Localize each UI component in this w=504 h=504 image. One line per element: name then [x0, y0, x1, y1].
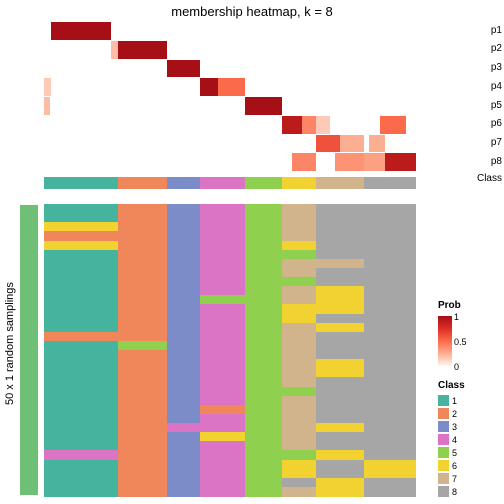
- sidebar-bars: [20, 205, 38, 495]
- row-label: p1: [491, 25, 502, 36]
- legend-item: 4: [438, 433, 498, 446]
- legend-item: 3: [438, 420, 498, 433]
- class-bar: [44, 177, 416, 189]
- legend-item: 1: [438, 394, 498, 407]
- row-label: p5: [491, 100, 502, 111]
- row-label: p7: [491, 137, 502, 148]
- prob-legend: Prob 10.50: [438, 300, 498, 313]
- class-legend-title: Class: [438, 380, 498, 391]
- row-label: p6: [491, 118, 502, 129]
- prob-legend-title: Prob: [438, 300, 498, 311]
- prob-gradient: [438, 316, 452, 366]
- membership-heatmap: [44, 22, 416, 172]
- sampling-heatmap: [44, 204, 416, 496]
- legend-item: 5: [438, 446, 498, 459]
- row-label: p2: [491, 43, 502, 54]
- row-label: p3: [491, 62, 502, 73]
- chart-area: [44, 22, 416, 497]
- legend-item: 7: [438, 472, 498, 485]
- class-legend: Class 12345678: [438, 380, 498, 498]
- row-label: p4: [491, 81, 502, 92]
- legend-item: 8: [438, 485, 498, 498]
- chart-title: membership heatmap, k = 8: [0, 4, 504, 19]
- legend-item: 2: [438, 407, 498, 420]
- outer-sidebar-label: 50 x 1 random samplings: [4, 282, 16, 405]
- row-label: p8: [491, 156, 502, 167]
- row-label: Class: [477, 173, 502, 184]
- legend-item: 6: [438, 459, 498, 472]
